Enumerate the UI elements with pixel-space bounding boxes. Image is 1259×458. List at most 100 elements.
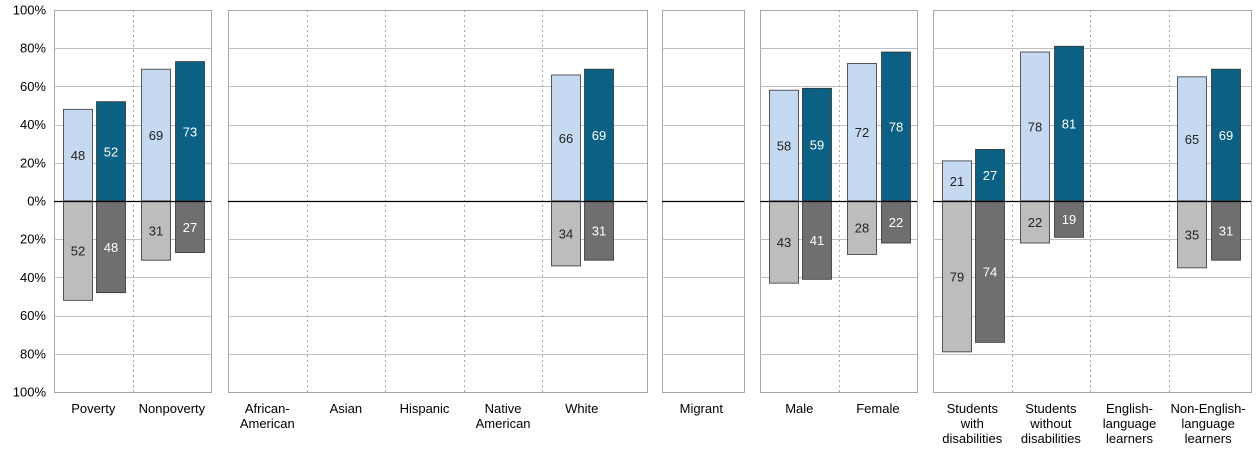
bar2-negative-label: 48 xyxy=(104,240,118,255)
category-label: Nonpoverty xyxy=(139,401,206,416)
category-label: Asian xyxy=(330,401,363,416)
bar1-negative-label: 52 xyxy=(71,244,85,259)
bar2-positive-segment xyxy=(881,51,911,202)
category-label: White xyxy=(565,401,598,416)
bar2-negative-segment xyxy=(1054,200,1084,238)
bar1-positive-segment xyxy=(1020,51,1050,202)
bar1-positive-segment xyxy=(141,68,171,202)
category-label: learners xyxy=(1106,431,1153,446)
bar1-positive-label: 65 xyxy=(1185,132,1199,147)
bar1-negative-label: 34 xyxy=(559,226,573,241)
bar2-positive-segment xyxy=(96,101,126,202)
bar1-negative-label: 35 xyxy=(1185,227,1199,242)
bar1-positive-label: 66 xyxy=(559,131,573,146)
bar1-positive-label: 78 xyxy=(1028,120,1042,135)
y-tick-label: 40% xyxy=(20,270,46,285)
category-label: American xyxy=(476,416,531,431)
bar1-negative-label: 28 xyxy=(855,221,869,236)
panel-1: 48 52 52 48 Poverty 69 31 73 27 Nonpoverty xyxy=(54,10,212,416)
category-label: Female xyxy=(856,401,899,416)
bar2-positive-label: 73 xyxy=(183,124,197,139)
category-label: Poverty xyxy=(71,401,116,416)
bar2-positive-label: 52 xyxy=(104,144,118,159)
y-tick-label: 60% xyxy=(20,308,46,323)
bar2-negative-label: 31 xyxy=(1219,224,1233,239)
y-axis-ticks: 100% 80% 60% 40% 20% 0% 20% 40% 60% 80% 100% xyxy=(13,3,47,400)
category-label: Native xyxy=(485,401,522,416)
category-label: African- xyxy=(245,401,290,416)
category-label: English- xyxy=(1106,401,1153,416)
bar2-positive-segment xyxy=(1054,45,1084,202)
bar2-negative-label: 22 xyxy=(889,215,903,230)
bar2-positive-label: 69 xyxy=(1219,128,1233,143)
category-label: Migrant xyxy=(680,401,724,416)
bar1-positive-label: 69 xyxy=(149,128,163,143)
bar1-positive-label: 21 xyxy=(950,174,964,189)
bar1-negative-segment xyxy=(1177,200,1207,269)
y-tick-label: 0% xyxy=(27,194,46,209)
bar2-negative-label: 27 xyxy=(183,220,197,235)
bar1-positive-label: 58 xyxy=(777,139,791,154)
y-tick-label: 60% xyxy=(20,79,46,94)
category-label: Male xyxy=(785,401,813,416)
bar2-negative-label: 41 xyxy=(810,233,824,248)
panel-5: 21792774Studentswithdisabilities78228119… xyxy=(933,10,1252,446)
bar2-positive-segment xyxy=(802,87,832,202)
bar2-positive-label: 69 xyxy=(592,128,606,143)
bar2-negative-segment xyxy=(975,200,1005,343)
bar2-positive-segment xyxy=(975,149,1005,202)
bar2-positive-segment xyxy=(1211,68,1241,202)
y-tick-label: 100% xyxy=(13,3,47,18)
bar2-negative-label: 31 xyxy=(592,224,606,239)
bar2-negative-segment xyxy=(175,200,205,253)
bar2-negative-label: 19 xyxy=(1062,212,1076,227)
bar1-positive-segment xyxy=(942,160,972,202)
bar2-positive-label: 27 xyxy=(983,168,997,183)
bar1-negative-label: 31 xyxy=(149,224,163,239)
category-label: learners xyxy=(1185,431,1232,446)
bar2-negative-segment xyxy=(96,200,126,294)
y-tick-label: 80% xyxy=(20,41,46,56)
bar2-positive-segment xyxy=(175,61,205,202)
bar2-negative-segment xyxy=(881,200,911,244)
bar2-positive-label: 78 xyxy=(889,120,903,135)
bar2-negative-segment xyxy=(1211,200,1241,261)
category-label: Hispanic xyxy=(400,401,450,416)
bar1-positive-segment xyxy=(847,63,877,202)
bar1-positive-segment xyxy=(769,89,799,202)
y-tick-label: 80% xyxy=(20,346,46,361)
bar1-negative-segment xyxy=(1020,200,1050,244)
bar1-negative-segment xyxy=(769,200,799,284)
category-label: Students xyxy=(947,401,999,416)
category-label: with xyxy=(960,416,984,431)
category-label: language xyxy=(1181,416,1235,431)
category-label: without xyxy=(1029,416,1072,431)
bar1-positive-label: 48 xyxy=(71,148,85,163)
bar1-positive-segment xyxy=(1177,76,1207,202)
y-tick-label: 40% xyxy=(20,117,46,132)
y-tick-label: 20% xyxy=(20,155,46,170)
panel-3: Migrant xyxy=(662,10,745,416)
category-label: Students xyxy=(1025,401,1077,416)
bar2-negative-segment xyxy=(584,200,614,261)
bar1-negative-label: 22 xyxy=(1028,215,1042,230)
category-label: Non-English- xyxy=(1171,401,1246,416)
bar2-negative-label: 74 xyxy=(983,265,997,280)
panel-4: 58 43 59 41 Male 72 28 78 22 Female xyxy=(760,10,918,416)
bar1-positive-label: 72 xyxy=(855,125,869,140)
category-label: language xyxy=(1103,416,1157,431)
bar1-negative-segment xyxy=(141,200,171,261)
category-label: American xyxy=(240,416,295,431)
y-tick-label: 100% xyxy=(13,385,47,400)
bar2-positive-segment xyxy=(584,68,614,202)
category-label: disabilities xyxy=(942,431,1002,446)
bar2-positive-label: 59 xyxy=(810,138,824,153)
bar2-positive-label: 81 xyxy=(1062,117,1076,132)
bar1-negative-segment xyxy=(63,200,93,301)
bar1-negative-label: 43 xyxy=(777,235,791,250)
y-tick-label: 20% xyxy=(20,232,46,247)
bar1-negative-label: 79 xyxy=(950,269,964,284)
bar1-negative-segment xyxy=(847,200,877,255)
